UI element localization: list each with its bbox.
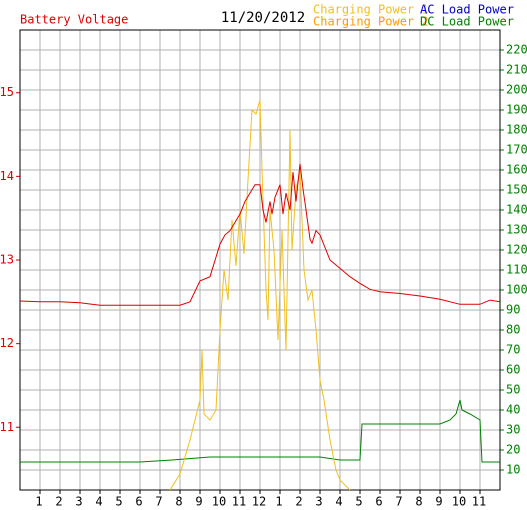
x-tick-label: 7 <box>395 495 402 509</box>
y2-tick-label: 210 <box>506 63 527 77</box>
x-tick-label: 11 <box>472 495 486 509</box>
x-tick-label: 1 <box>275 495 282 509</box>
x-tick-label: 4 <box>335 495 342 509</box>
x-tick-label: 11 <box>232 495 246 509</box>
x-tick-label: 3 <box>315 495 322 509</box>
x-tick-label: 10 <box>452 495 466 509</box>
y2-tick-label: 70 <box>506 343 520 357</box>
y2-tick-label: 160 <box>506 163 527 177</box>
x-tick-label: 3 <box>75 495 82 509</box>
y-axis-label: Battery Voltage <box>20 13 128 27</box>
y2-tick-label: 180 <box>506 123 527 137</box>
x-tick-label: 2 <box>55 495 62 509</box>
x-tick-label: 6 <box>375 495 382 509</box>
y2-tick-label: 100 <box>506 283 527 297</box>
x-tick-label: 9 <box>195 495 202 509</box>
legend-entry: DC Load Power <box>420 15 514 29</box>
legend-entry: Charging Power 1 <box>313 3 429 17</box>
x-tick-label: 5 <box>355 495 362 509</box>
x-tick-label: 7 <box>155 495 162 509</box>
legend-entry: AC Load Power <box>420 3 514 17</box>
y2-tick-label: 60 <box>506 363 520 377</box>
y2-tick-label: 40 <box>506 403 520 417</box>
y2-tick-label: 90 <box>506 303 520 317</box>
x-tick-label: 5 <box>115 495 122 509</box>
legend-entry: Charging Power 2 <box>313 15 429 29</box>
y2-tick-label: 110 <box>506 263 527 277</box>
x-tick-label: 9 <box>435 495 442 509</box>
y-tick-label: 14 <box>0 169 14 183</box>
y2-tick-label: 170 <box>506 143 527 157</box>
y2-tick-label: 130 <box>506 223 527 237</box>
series-line <box>169 99 351 491</box>
plot-frame <box>19 29 501 491</box>
x-tick-label: 8 <box>415 495 422 509</box>
y2-tick-label: 20 <box>506 443 520 457</box>
y2-tick-label: 50 <box>506 383 520 397</box>
y2-tick-label: 30 <box>506 423 520 437</box>
series-line <box>19 163 501 306</box>
y2-tick-label: 220 <box>506 43 527 57</box>
y2-tick-label: 200 <box>506 83 527 97</box>
chart-title: 11/20/2012 <box>221 10 305 26</box>
x-tick-label: 12 <box>252 495 266 509</box>
y-tick-label: 12 <box>0 336 14 350</box>
y2-tick-label: 10 <box>506 463 520 477</box>
x-tick-label: 10 <box>212 495 226 509</box>
y-tick-label: 11 <box>0 420 14 434</box>
x-tick-label: 2 <box>295 495 302 509</box>
y2-tick-label: 150 <box>506 183 527 197</box>
x-tick-label: 4 <box>95 495 102 509</box>
x-tick-label: 8 <box>175 495 182 509</box>
y-tick-label: 13 <box>0 253 14 267</box>
x-tick-label: 1 <box>35 495 42 509</box>
y2-tick-label: 120 <box>506 243 527 257</box>
y-tick-label: 15 <box>0 85 14 99</box>
series-line <box>20 399 500 463</box>
y2-tick-label: 140 <box>506 203 527 217</box>
y2-tick-label: 80 <box>506 323 520 337</box>
y2-tick-label: 190 <box>506 103 527 117</box>
x-tick-label: 6 <box>135 495 142 509</box>
